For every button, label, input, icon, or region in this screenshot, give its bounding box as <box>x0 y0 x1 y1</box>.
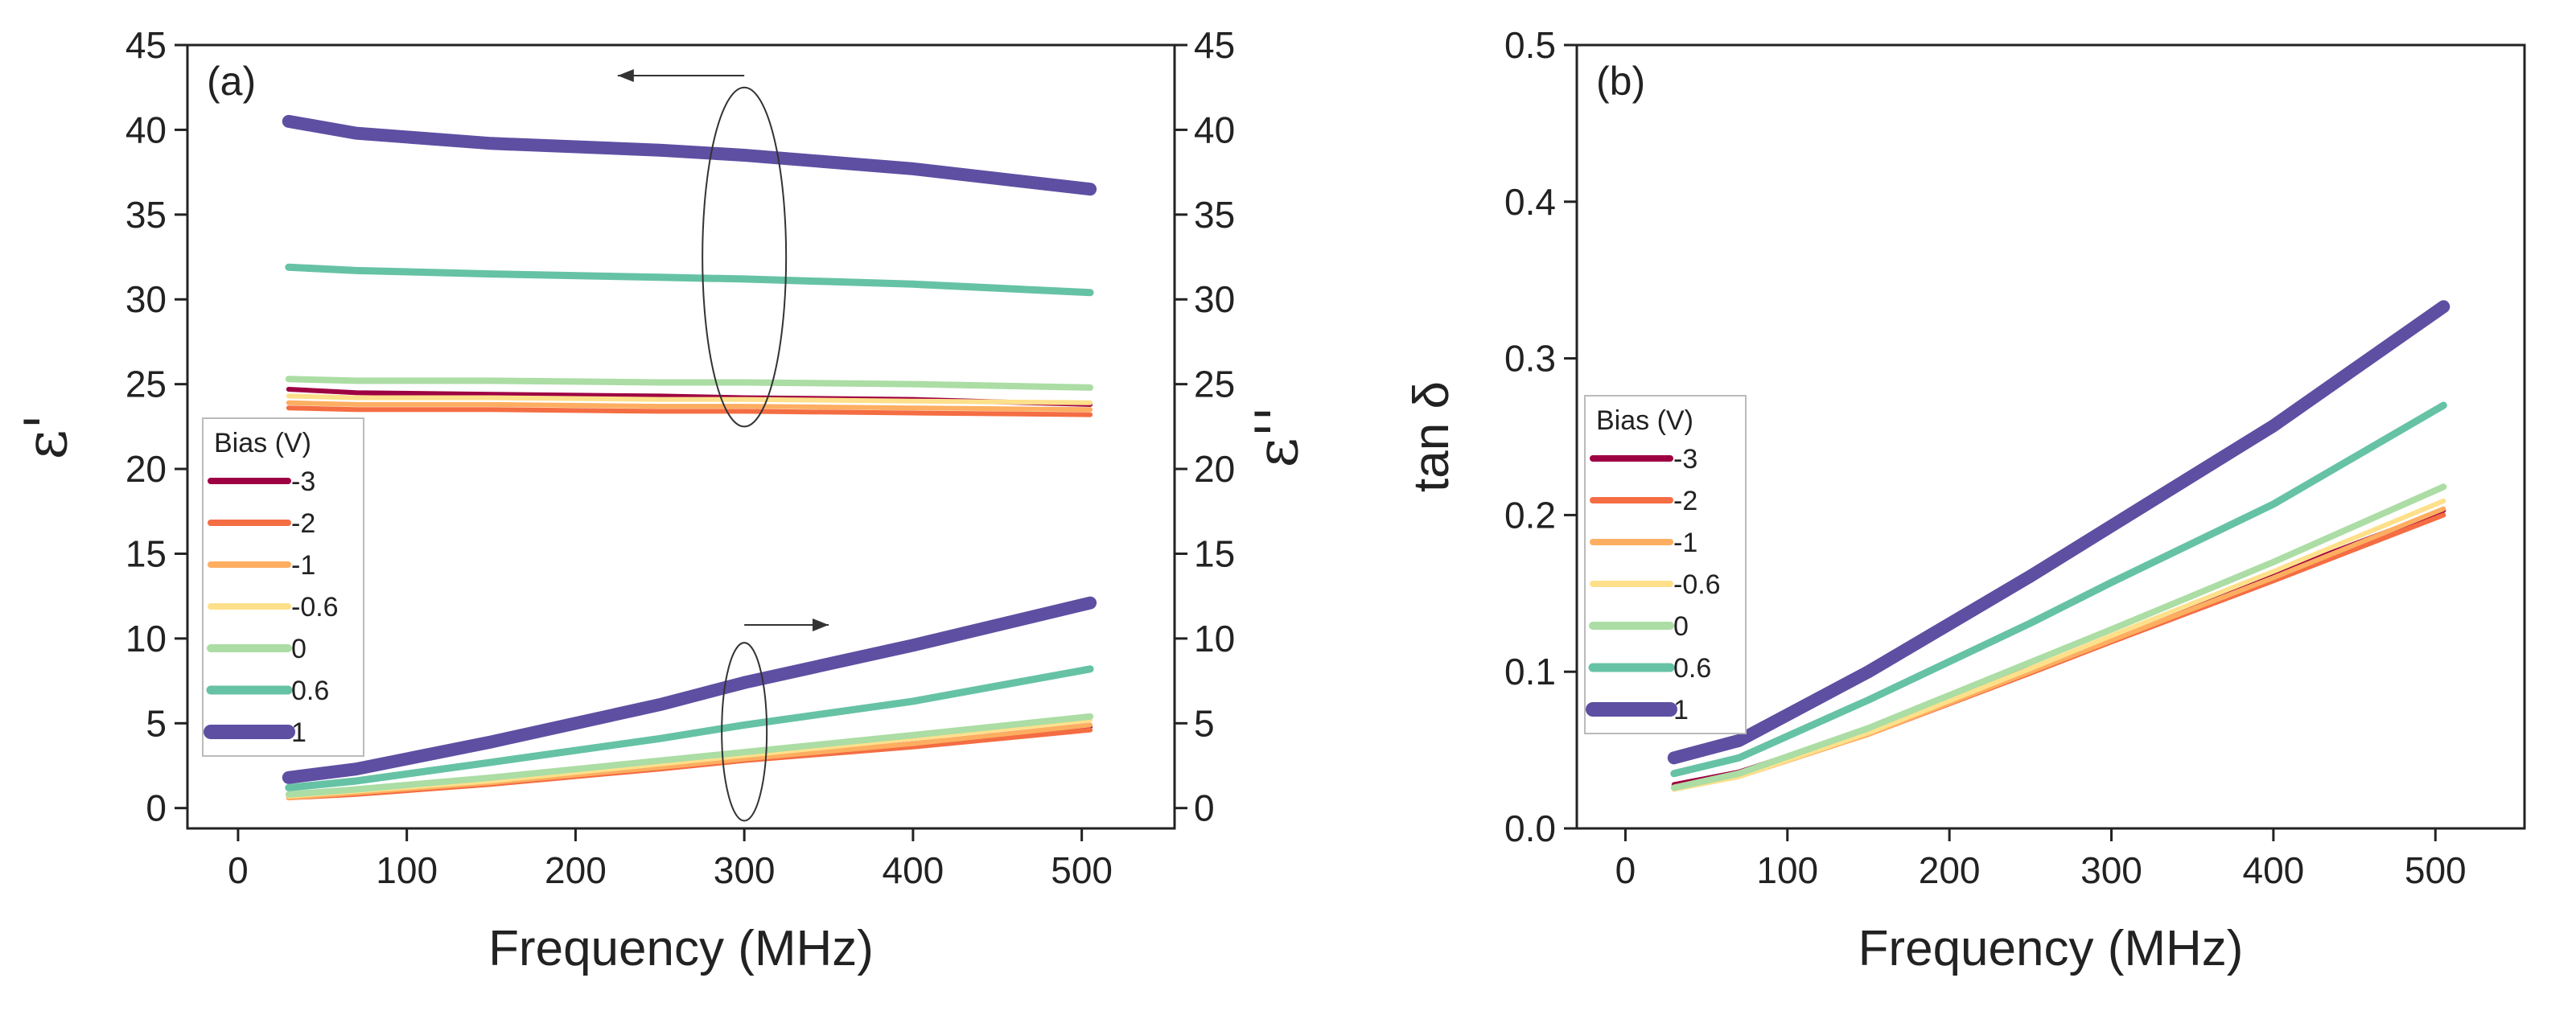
legend-label: -0.6 <box>291 592 339 623</box>
panel-b-plot-frame <box>1575 43 2526 830</box>
y-tick-label: 0.1 <box>1504 651 1556 692</box>
real-part-ellipse <box>702 86 788 428</box>
x-tick-label: 400 <box>883 849 944 891</box>
panel-a-label: (a) <box>207 59 256 104</box>
left-axis-arrow-head <box>617 68 634 82</box>
right-y-tick-label: 5 <box>1194 702 1215 744</box>
right-y-tick-label: 40 <box>1194 109 1235 150</box>
legend-label: 0 <box>291 634 307 664</box>
x-tick-label: 400 <box>2243 849 2305 891</box>
y-tick-label: 35 <box>126 194 167 236</box>
right-y-tick-label: 20 <box>1194 448 1235 490</box>
panel-b-y-axis-title: tan δ <box>1404 381 1459 492</box>
panel-a-x-axis-title: Frequency (MHz) <box>488 921 874 976</box>
y-tick-label: 0.5 <box>1504 24 1556 66</box>
imag-part-ellipse <box>721 642 768 822</box>
legend-label: -0.6 <box>1673 569 1721 600</box>
legend-title: Bias (V) <box>1596 405 1693 436</box>
real-series-neg1 <box>286 400 1093 413</box>
right-y-tick-label: 15 <box>1194 532 1235 574</box>
legend-label: 0 <box>1673 611 1689 642</box>
legend-label: -1 <box>1673 528 1697 558</box>
right-axis-arrow-head <box>813 618 829 632</box>
y-tick-label: 0.4 <box>1504 181 1556 223</box>
right-y-tick-label: 45 <box>1194 24 1235 66</box>
legend-box <box>202 417 364 757</box>
right-y-tick-label: 35 <box>1194 194 1235 236</box>
legend-label: 1 <box>1673 695 1689 725</box>
y-tick-label: 15 <box>126 532 167 574</box>
tan-series-0 <box>1670 483 2447 791</box>
legend-label: -1 <box>291 550 315 581</box>
x-tick-label: 200 <box>1919 849 1981 891</box>
legend-label: 0.6 <box>1673 653 1711 684</box>
right-y-tick-label: 25 <box>1194 364 1235 405</box>
y-tick-label: 40 <box>126 109 167 150</box>
panel-b-legend: Bias (V) -3 -2 -1 -0.6 0 0.6 1 <box>1584 395 1747 734</box>
imag-series-0 <box>285 713 1094 798</box>
y-tick-label: 45 <box>126 24 167 66</box>
panel-b: 0 100 200 300 400 500 0.0 0.1 0.2 0.3 0.4 0.5 (b) F… <box>1404 24 2526 976</box>
real-series-neg2 <box>286 405 1093 417</box>
legend-label: -3 <box>291 466 315 497</box>
legend-box <box>1584 395 1747 734</box>
x-tick-label: 100 <box>376 849 438 891</box>
real-series-1 <box>282 114 1097 196</box>
x-tick-label: 100 <box>1756 849 1818 891</box>
panel-a-left-y-axis-title: ε' <box>12 413 80 459</box>
y-tick-label: 0.2 <box>1504 494 1556 536</box>
panel-a-plot-frame <box>186 43 1176 830</box>
legend-title: Bias (V) <box>214 428 311 458</box>
panel-b-x-axis-title: Frequency (MHz) <box>1858 921 2244 976</box>
y-tick-label: 0.0 <box>1504 807 1556 849</box>
panel-a-legend: Bias (V) -3 -2 -1 -0.6 0 0.6 1 <box>202 417 364 757</box>
right-y-tick-label: 30 <box>1194 278 1235 320</box>
right-y-tick-label: 10 <box>1194 618 1235 660</box>
tan-series-neg0p6 <box>1671 498 2446 792</box>
y-tick-label: 25 <box>126 364 167 405</box>
tan-series-0p6 <box>1670 401 2447 778</box>
x-tick-label: 500 <box>2405 849 2467 891</box>
y-tick-label: 10 <box>126 618 167 660</box>
y-tick-label: 0 <box>146 787 167 829</box>
real-series-0 <box>285 376 1094 391</box>
legend-label: 0.6 <box>291 676 329 706</box>
y-tick-label: 20 <box>126 448 167 490</box>
legend-label: 1 <box>291 717 307 748</box>
right-y-tick-label: 0 <box>1194 787 1215 829</box>
legend-label: -3 <box>1673 444 1697 475</box>
real-series-0p6 <box>285 263 1094 297</box>
y-tick-label: 5 <box>146 702 167 744</box>
x-tick-label: 0 <box>228 849 249 891</box>
tan-series-1 <box>1667 300 2450 765</box>
x-tick-label: 200 <box>545 849 607 891</box>
imag-series-1 <box>282 596 1097 784</box>
y-tick-label: 30 <box>126 278 167 320</box>
y-tick-label: 0.3 <box>1504 338 1556 380</box>
panel-a-annotations <box>617 68 829 822</box>
panel-b-label: (b) <box>1596 59 1645 104</box>
legend-label: -2 <box>291 508 315 539</box>
x-tick-label: 300 <box>2080 849 2142 891</box>
x-tick-label: 500 <box>1051 849 1113 891</box>
real-series-neg0p6 <box>286 393 1093 405</box>
legend-label: -2 <box>1673 486 1697 516</box>
x-tick-label: 0 <box>1615 849 1636 891</box>
imag-series-0p6 <box>285 665 1094 791</box>
x-tick-label: 300 <box>714 849 776 891</box>
panel-a-right-y-axis-title: ε'' <box>1243 406 1311 468</box>
